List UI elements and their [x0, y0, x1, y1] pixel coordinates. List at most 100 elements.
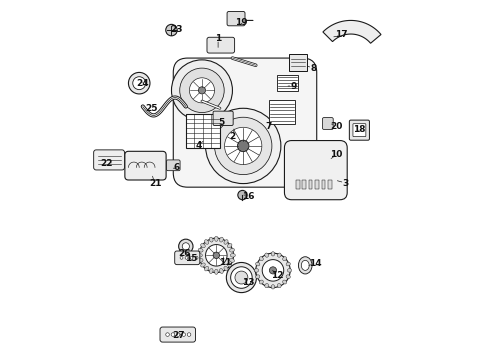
Circle shape — [172, 60, 232, 121]
Ellipse shape — [215, 269, 218, 274]
Circle shape — [171, 333, 175, 336]
Bar — [315, 180, 319, 189]
Ellipse shape — [277, 284, 281, 288]
Circle shape — [133, 77, 146, 90]
FancyBboxPatch shape — [289, 54, 307, 71]
Circle shape — [176, 333, 180, 336]
FancyBboxPatch shape — [322, 118, 333, 130]
Text: 16: 16 — [243, 192, 255, 201]
Ellipse shape — [209, 237, 213, 242]
Circle shape — [199, 238, 234, 273]
Circle shape — [180, 256, 183, 259]
Ellipse shape — [198, 248, 203, 252]
FancyBboxPatch shape — [227, 12, 245, 26]
FancyBboxPatch shape — [349, 120, 369, 140]
FancyBboxPatch shape — [285, 140, 347, 200]
Ellipse shape — [256, 262, 260, 266]
Circle shape — [166, 24, 177, 36]
Circle shape — [182, 333, 186, 336]
Bar — [302, 180, 306, 189]
Text: 4: 4 — [195, 141, 201, 150]
Ellipse shape — [283, 280, 287, 284]
Ellipse shape — [298, 257, 312, 274]
Circle shape — [180, 68, 224, 113]
Circle shape — [187, 333, 191, 336]
Bar — [270, 100, 295, 125]
Text: 5: 5 — [219, 118, 225, 127]
Bar — [277, 75, 298, 91]
Text: 17: 17 — [336, 30, 348, 39]
Text: 26: 26 — [178, 249, 190, 258]
Ellipse shape — [227, 244, 232, 248]
Ellipse shape — [256, 275, 260, 279]
Ellipse shape — [271, 252, 275, 256]
Ellipse shape — [265, 253, 269, 257]
Circle shape — [235, 271, 248, 284]
Circle shape — [128, 72, 150, 94]
Ellipse shape — [283, 257, 287, 261]
Text: 8: 8 — [310, 64, 316, 73]
Circle shape — [238, 140, 249, 152]
Text: 22: 22 — [100, 159, 113, 168]
Bar — [328, 180, 332, 189]
Text: 20: 20 — [330, 122, 343, 131]
FancyBboxPatch shape — [207, 37, 235, 53]
Polygon shape — [319, 152, 330, 168]
Ellipse shape — [224, 240, 228, 244]
Circle shape — [166, 333, 170, 336]
Ellipse shape — [209, 269, 213, 274]
Ellipse shape — [224, 266, 228, 271]
Ellipse shape — [204, 266, 209, 271]
Ellipse shape — [286, 275, 290, 279]
Text: 18: 18 — [353, 125, 366, 134]
FancyBboxPatch shape — [353, 124, 366, 136]
Ellipse shape — [230, 253, 235, 257]
Text: 27: 27 — [172, 332, 185, 341]
Ellipse shape — [259, 257, 263, 261]
Ellipse shape — [220, 237, 223, 242]
Ellipse shape — [229, 248, 234, 252]
FancyBboxPatch shape — [125, 151, 166, 180]
Polygon shape — [323, 21, 381, 43]
Circle shape — [185, 256, 188, 259]
FancyBboxPatch shape — [94, 150, 124, 170]
Ellipse shape — [201, 263, 205, 267]
Text: 25: 25 — [146, 104, 158, 113]
Text: 6: 6 — [174, 163, 180, 172]
Text: 21: 21 — [149, 179, 162, 188]
Text: 23: 23 — [171, 25, 183, 34]
FancyBboxPatch shape — [213, 111, 233, 126]
Text: 3: 3 — [343, 179, 348, 188]
Ellipse shape — [277, 253, 281, 257]
Circle shape — [270, 267, 276, 274]
Text: 10: 10 — [330, 150, 343, 159]
Ellipse shape — [301, 260, 309, 270]
Ellipse shape — [271, 285, 275, 289]
Text: 1: 1 — [215, 34, 221, 43]
Circle shape — [226, 262, 256, 293]
Circle shape — [205, 244, 227, 266]
Ellipse shape — [265, 284, 269, 288]
Bar — [309, 180, 313, 189]
Circle shape — [215, 117, 272, 175]
Circle shape — [198, 87, 205, 94]
FancyBboxPatch shape — [173, 58, 317, 187]
Bar — [322, 180, 325, 189]
Bar — [186, 114, 220, 148]
Circle shape — [256, 253, 290, 288]
Circle shape — [190, 78, 215, 103]
Circle shape — [205, 108, 281, 184]
Ellipse shape — [215, 236, 218, 241]
Circle shape — [238, 190, 247, 200]
Ellipse shape — [197, 253, 202, 257]
FancyBboxPatch shape — [160, 327, 196, 342]
FancyBboxPatch shape — [175, 251, 200, 265]
Text: 7: 7 — [265, 122, 271, 131]
Text: 19: 19 — [235, 18, 248, 27]
Circle shape — [190, 256, 193, 259]
Ellipse shape — [229, 258, 234, 262]
Circle shape — [262, 260, 284, 281]
Ellipse shape — [201, 244, 205, 248]
Ellipse shape — [259, 280, 263, 284]
Ellipse shape — [286, 262, 290, 266]
